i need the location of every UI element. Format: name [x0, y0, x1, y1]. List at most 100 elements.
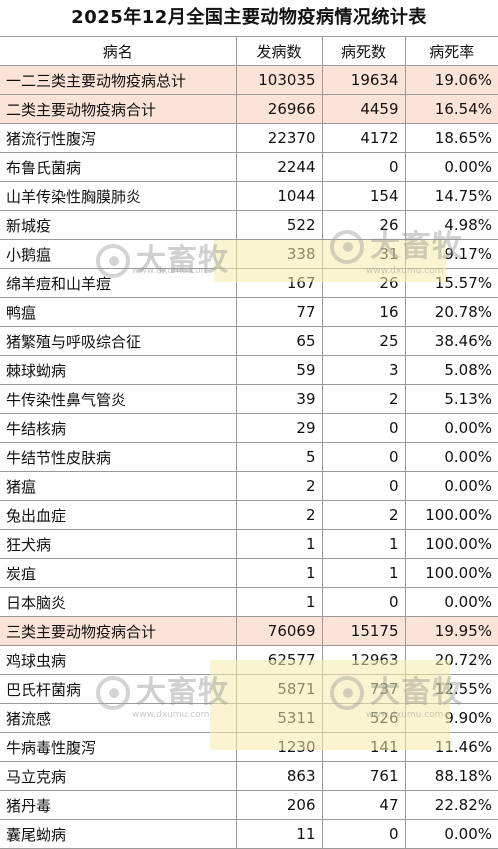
- table-row: 猪丹毒 206 47 22.82%: [0, 790, 498, 820]
- fatality-rate-cell: 19.95%: [404, 616, 498, 646]
- disease-name-cell: 炭疽: [0, 558, 237, 588]
- header-deaths: 病死数: [321, 37, 406, 66]
- fatality-rate-cell: 5.13%: [404, 384, 498, 414]
- disease-statistics-table: 病名 发病数 病死数 病死率 一二三类主要动物疫病总计 103035 19634 19…: [0, 37, 498, 849]
- fatality-rate-cell: 20.72%: [404, 645, 498, 675]
- table-row: 兔出血症 2 2 100.00%: [0, 500, 498, 530]
- cases-cell: 338: [235, 239, 323, 269]
- fatality-rate-cell: 4.98%: [404, 210, 498, 240]
- cases-cell: 11: [235, 819, 323, 849]
- fatality-rate-cell: 100.00%: [404, 558, 498, 588]
- fatality-rate-cell: 14.75%: [404, 181, 498, 211]
- deaths-cell: 26: [321, 268, 406, 298]
- deaths-cell: 737: [321, 674, 406, 704]
- disease-name-cell: 猪繁殖与呼吸综合征: [0, 326, 237, 356]
- cases-cell: 2: [235, 471, 323, 501]
- header-row: 病名 发病数 病死数 病死率: [0, 37, 498, 66]
- disease-name-cell: 猪流行性腹泻: [0, 123, 237, 153]
- table-row: 新城疫 522 26 4.98%: [0, 210, 498, 240]
- disease-name-cell: 猪瘟: [0, 471, 237, 501]
- deaths-cell: 25: [321, 326, 406, 356]
- header-cases: 发病数: [235, 37, 323, 66]
- table-row: 炭疽 1 1 100.00%: [0, 558, 498, 588]
- table-row: 牛病毒性腹泻 1230 141 11.46%: [0, 732, 498, 762]
- cases-cell: 22370: [235, 123, 323, 153]
- subtotal-row: 三类主要动物疫病合计 76069 15175 19.95%: [0, 616, 498, 646]
- disease-name-cell: 新城疫: [0, 210, 237, 240]
- cases-cell: 1044: [235, 181, 323, 211]
- deaths-cell: 3: [321, 355, 406, 385]
- fatality-rate-cell: 19.06%: [404, 65, 498, 95]
- cases-cell: 863: [235, 761, 323, 791]
- fatality-rate-cell: 88.18%: [404, 761, 498, 791]
- deaths-cell: 0: [321, 819, 406, 849]
- disease-name-cell: 鸭瘟: [0, 297, 237, 327]
- deaths-cell: 0: [321, 152, 406, 182]
- deaths-cell: 2: [321, 500, 406, 530]
- disease-name-cell: 日本脑炎: [0, 587, 237, 617]
- cases-cell: 2244: [235, 152, 323, 182]
- fatality-rate-cell: 0.00%: [404, 413, 498, 443]
- deaths-cell: 47: [321, 790, 406, 820]
- disease-name-cell: 牛病毒性腹泻: [0, 732, 237, 762]
- fatality-rate-cell: 18.65%: [404, 123, 498, 153]
- table-row: 猪流行性腹泻 22370 4172 18.65%: [0, 123, 498, 153]
- fatality-rate-cell: 9.90%: [404, 703, 498, 733]
- fatality-rate-cell: 0.00%: [404, 152, 498, 182]
- cases-cell: 76069: [235, 616, 323, 646]
- table-row: 鸭瘟 77 16 20.78%: [0, 297, 498, 327]
- disease-name-cell: 马立克病: [0, 761, 237, 791]
- deaths-cell: 1: [321, 529, 406, 559]
- disease-name-cell: 囊尾蚴病: [0, 819, 237, 849]
- disease-name-cell: 小鹅瘟: [0, 239, 237, 269]
- cases-cell: 103035: [235, 65, 323, 95]
- deaths-cell: 2: [321, 384, 406, 414]
- cases-cell: 39: [235, 384, 323, 414]
- cases-cell: 59: [235, 355, 323, 385]
- disease-name-cell: 猪流感: [0, 703, 237, 733]
- fatality-rate-cell: 11.46%: [404, 732, 498, 762]
- fatality-rate-cell: 20.78%: [404, 297, 498, 327]
- cases-cell: 2: [235, 500, 323, 530]
- cases-cell: 206: [235, 790, 323, 820]
- deaths-cell: 0: [321, 442, 406, 472]
- deaths-cell: 141: [321, 732, 406, 762]
- fatality-rate-cell: 9.17%: [404, 239, 498, 269]
- table-row: 猪流感 5311 526 9.90%: [0, 703, 498, 733]
- deaths-cell: 526: [321, 703, 406, 733]
- cases-cell: 5311: [235, 703, 323, 733]
- fatality-rate-cell: 0.00%: [404, 471, 498, 501]
- fatality-rate-cell: 38.46%: [404, 326, 498, 356]
- cases-cell: 62577: [235, 645, 323, 675]
- cases-cell: 5871: [235, 674, 323, 704]
- fatality-rate-cell: 22.82%: [404, 790, 498, 820]
- disease-name-cell: 牛结核病: [0, 413, 237, 443]
- disease-name-cell: 三类主要动物疫病合计: [0, 616, 237, 646]
- disease-name-cell: 鸡球虫病: [0, 645, 237, 675]
- disease-name-cell: 猪丹毒: [0, 790, 237, 820]
- deaths-cell: 12963: [321, 645, 406, 675]
- deaths-cell: 0: [321, 413, 406, 443]
- deaths-cell: 15175: [321, 616, 406, 646]
- fatality-rate-cell: 100.00%: [404, 529, 498, 559]
- deaths-cell: 31: [321, 239, 406, 269]
- table-row: 鸡球虫病 62577 12963 20.72%: [0, 645, 498, 675]
- deaths-cell: 16: [321, 297, 406, 327]
- fatality-rate-cell: 0.00%: [404, 587, 498, 617]
- cases-cell: 522: [235, 210, 323, 240]
- table-row: 山羊传染性胸膜肺炎 1044 154 14.75%: [0, 181, 498, 211]
- table-row: 猪繁殖与呼吸综合征 65 25 38.46%: [0, 326, 498, 356]
- disease-name-cell: 山羊传染性胸膜肺炎: [0, 181, 237, 211]
- fatality-rate-cell: 100.00%: [404, 500, 498, 530]
- table-row: 牛传染性鼻气管炎 39 2 5.13%: [0, 384, 498, 414]
- table-row: 日本脑炎 1 0 0.00%: [0, 587, 498, 617]
- disease-name-cell: 布鲁氏菌病: [0, 152, 237, 182]
- cases-cell: 26966: [235, 94, 323, 124]
- deaths-cell: 761: [321, 761, 406, 791]
- disease-name-cell: 绵羊痘和山羊痘: [0, 268, 237, 298]
- header-fatality-rate: 病死率: [404, 37, 498, 66]
- table-row: 猪瘟 2 0 0.00%: [0, 471, 498, 501]
- table-row: 布鲁氏菌病 2244 0 0.00%: [0, 152, 498, 182]
- cases-cell: 5: [235, 442, 323, 472]
- cases-cell: 1: [235, 587, 323, 617]
